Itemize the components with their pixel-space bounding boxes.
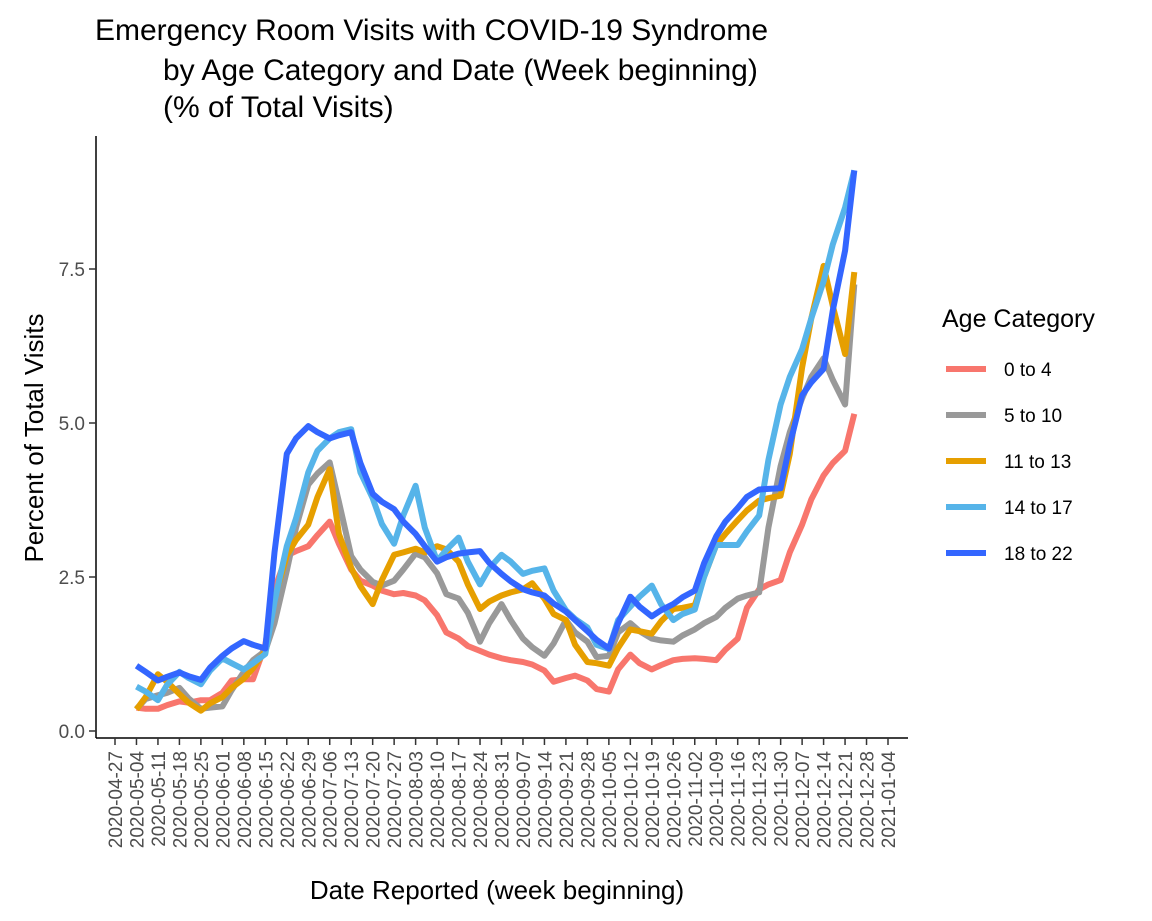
- x-tick-label: 2020-09-14: [535, 751, 556, 849]
- x-tick-label: 2020-12-14: [815, 751, 836, 849]
- legend-label-0-to-4: 0 to 4: [1004, 360, 1052, 381]
- x-tick-label: 2020-11-16: [729, 751, 750, 847]
- x-tick-label: 2020-07-06: [321, 751, 342, 848]
- y-tick-label: 0.0: [59, 722, 85, 743]
- x-tick-label: 2020-05-18: [170, 751, 191, 848]
- x-tick-label: 2021-01-04: [879, 751, 900, 849]
- x-tick-label: 2020-08-03: [407, 751, 428, 848]
- x-tick-label: 2020-07-27: [385, 751, 406, 848]
- chart-title: Emergency Room Visits with COVID-19 Synd…: [95, 14, 768, 124]
- x-tick-label: 2020-10-05: [600, 751, 621, 848]
- x-tick-label: 2020-04-27: [106, 751, 127, 848]
- x-tick-label: 2020-12-07: [793, 751, 814, 848]
- legend: Age Category 0 to 4 5 to 10 11 to 13 14 to …: [942, 305, 1095, 565]
- x-tick-label: 2020-05-04: [127, 751, 148, 849]
- x-tick-label: 2020-12-28: [858, 751, 879, 848]
- chart-title-line-1: Emergency Room Visits with COVID-19 Synd…: [95, 14, 768, 47]
- x-tick-label: 2020-12-21: [836, 751, 857, 848]
- x-tick-label: 2020-10-12: [621, 751, 642, 848]
- x-tick-label: 2020-11-09: [707, 751, 728, 847]
- x-tick-label: 2020-08-24: [471, 751, 492, 849]
- x-tick-label: 2020-05-25: [192, 751, 213, 848]
- x-tick-label: 2020-08-17: [450, 751, 471, 848]
- legend-title: Age Category: [942, 305, 1095, 333]
- legend-label-18-to-22: 18 to 22: [1004, 544, 1073, 565]
- x-tick-label: 2020-06-15: [256, 751, 277, 848]
- x-axis: 2020-04-27 2020-05-04 2020-05-11 2020-05-18…: [96, 737, 908, 849]
- y-axis-label: Percent of Total Visits: [19, 313, 49, 562]
- y-tick-label: 2.5: [59, 568, 85, 589]
- x-tick-label: 2020-11-30: [772, 751, 793, 847]
- x-tick-label: 2020-08-10: [428, 751, 449, 848]
- x-axis-label: Date Reported (week beginning): [310, 875, 684, 905]
- series-lines: [134, 169, 858, 714]
- x-tick-label: 2020-09-21: [557, 751, 578, 848]
- x-tick-label: 2020-09-07: [514, 751, 535, 848]
- x-tick-label: 2020-07-20: [364, 751, 385, 848]
- legend-label-11-to-13: 11 to 13: [1004, 452, 1071, 473]
- series-line-18-to-22: [134, 170, 858, 684]
- chart-title-line-3: (% of Total Visits): [163, 91, 394, 124]
- legend-label-5-to-10: 5 to 10: [1004, 406, 1062, 427]
- x-tick-label: 2020-10-19: [643, 751, 664, 848]
- x-tick-label: 2020-07-13: [342, 751, 363, 848]
- x-tick-label: 2020-09-28: [578, 751, 599, 848]
- legend-label-14-to-17: 14 to 17: [1004, 498, 1073, 519]
- series-line-0-to-4: [136, 413, 858, 712]
- x-tick-label: 2020-11-23: [750, 751, 771, 847]
- y-axis: 0.0 2.5 5.0 7.5: [59, 136, 97, 743]
- y-tick-label: 5.0: [59, 414, 85, 435]
- x-tick-label: 2020-08-31: [493, 751, 514, 848]
- x-tick-label: 2020-11-02: [686, 751, 707, 847]
- x-tick-label: 2020-06-22: [278, 751, 299, 848]
- chart-title-line-2: by Age Category and Date (Week beginning…: [163, 54, 758, 87]
- x-tick-label: 2020-10-26: [664, 751, 685, 848]
- x-tick-label: 2020-06-08: [235, 751, 256, 848]
- y-tick-label: 7.5: [59, 260, 85, 281]
- x-tick-label: 2020-05-11: [149, 751, 170, 847]
- series-line-14-to-17: [135, 169, 858, 704]
- x-tick-label: 2020-06-01: [213, 751, 234, 848]
- x-tick-label: 2020-06-29: [299, 751, 320, 848]
